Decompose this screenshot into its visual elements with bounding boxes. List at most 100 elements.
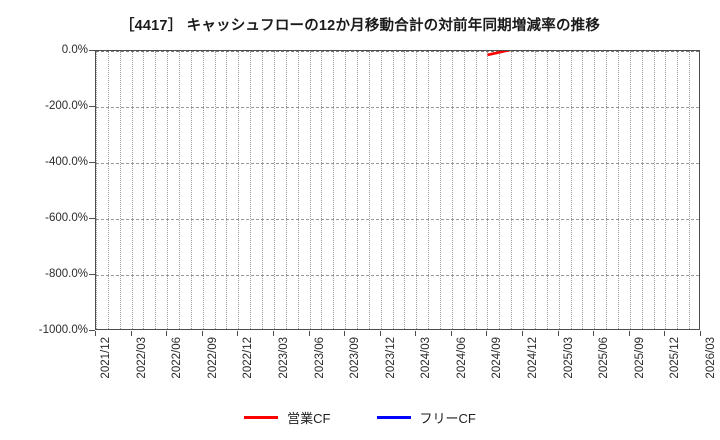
gridline-vertical — [190, 51, 192, 329]
x-axis-tick-label: 2023/09 — [349, 337, 362, 379]
gridline-vertical — [641, 51, 643, 329]
gridline-vertical — [653, 51, 655, 329]
x-axis-tick-mark — [201, 331, 203, 336]
legend-color-swatch — [244, 415, 279, 419]
gridline-vertical — [416, 51, 418, 329]
gridline-vertical — [499, 51, 501, 329]
gridline-vertical — [96, 51, 97, 329]
y-axis-tick-mark — [89, 106, 95, 107]
gridline-vertical — [689, 51, 691, 329]
chart-title: ［4417］ キャッシュフローの12か月移動合計の対前年同期増減率の推移 — [119, 18, 601, 34]
x-axis-tick-label: 2023/12 — [384, 337, 397, 379]
x-axis-tick-mark — [664, 331, 666, 336]
gridline-vertical — [119, 51, 121, 329]
gridline-vertical — [250, 51, 252, 329]
gridline-vertical — [380, 51, 382, 329]
gridline-vertical — [534, 51, 536, 329]
gridline-vertical — [629, 51, 631, 329]
gridline-vertical — [677, 51, 679, 329]
x-axis-tick-labels: 2021/12 2022/03 2022/06 2022/09 2022/12 2023/… — [95, 331, 717, 403]
gridline-vertical — [262, 51, 264, 329]
gridline-vertical — [463, 51, 465, 329]
gridline-vertical — [167, 51, 169, 329]
y-axis-tick-mark — [89, 50, 95, 51]
legend-color-swatch — [376, 415, 411, 419]
gridline-vertical — [285, 51, 287, 329]
gridline-vertical — [451, 51, 453, 329]
series-line-営業CF — [487, 51, 512, 57]
x-axis-tick-label: 2025/12 — [669, 337, 682, 379]
gridline-vertical — [440, 51, 442, 329]
gridline-vertical — [404, 51, 406, 329]
chart-legend: 営業CF フリーCF — [0, 404, 720, 430]
series-layer — [487, 51, 512, 57]
gridline-vertical — [226, 51, 228, 329]
gridline-horizontal — [96, 219, 699, 220]
gridline-vertical — [214, 51, 216, 329]
x-axis-tick-mark — [272, 331, 274, 336]
x-axis-tick-label: 2026/03 — [705, 337, 717, 379]
y-axis-tick-label: -400.0% — [45, 156, 88, 168]
x-axis-tick-mark — [450, 331, 452, 336]
gridline-vertical — [107, 51, 109, 329]
x-axis-tick-mark — [557, 331, 559, 336]
gridline-vertical — [523, 51, 525, 329]
gridline-horizontal — [96, 51, 699, 52]
legend-item[interactable]: 営業CF — [244, 408, 331, 427]
x-axis-tick-label: 2023/03 — [277, 337, 290, 379]
gridline-vertical — [155, 51, 157, 329]
x-axis-tick-label: 2021/12 — [100, 337, 112, 379]
gridline-vertical — [570, 51, 572, 329]
x-axis-tick-label: 2022/06 — [171, 337, 184, 379]
gridline-vertical — [345, 51, 347, 329]
y-axis-tick-labels: 0.0% -200.0% -400.0% -600.0% -800.0% -1000.0% — [0, 44, 88, 336]
gridline-vertical — [368, 51, 370, 329]
gridline-vertical — [617, 51, 619, 329]
x-axis-tick-label: 2024/12 — [527, 337, 540, 379]
y-axis-tick-label: -1000.0% — [38, 324, 88, 336]
x-axis-tick-label: 2024/03 — [420, 337, 433, 379]
x-axis-tick-label: 2025/06 — [598, 337, 611, 379]
x-axis-tick-label: 2024/09 — [491, 337, 504, 379]
y-axis-tick-mark — [89, 330, 95, 331]
gridline-vertical — [321, 51, 323, 329]
gridline-vertical — [511, 51, 513, 329]
x-axis-tick-mark — [130, 331, 132, 336]
y-axis-tick-mark — [89, 218, 95, 219]
y-axis-tick-mark — [89, 162, 95, 163]
gridline-vertical — [273, 51, 275, 329]
gridline-vertical — [487, 51, 489, 329]
x-axis-tick-label: 2022/12 — [242, 337, 255, 379]
x-axis-tick-mark — [166, 331, 168, 336]
x-axis-tick-mark — [344, 331, 346, 336]
x-axis-tick-mark — [308, 331, 310, 336]
gridline-vertical — [238, 51, 240, 329]
legend-label: フリーCF — [419, 410, 476, 426]
x-axis-tick-mark — [522, 331, 524, 336]
x-axis-tick-label: 2022/03 — [135, 337, 148, 379]
gridline-vertical — [665, 51, 667, 329]
gridline-vertical — [582, 51, 584, 329]
x-axis-tick-mark — [486, 331, 488, 336]
gridline-vertical — [356, 51, 358, 329]
gridline-vertical — [594, 51, 596, 329]
gridline-vertical — [309, 51, 311, 329]
gridline-horizontal — [96, 275, 699, 276]
x-axis-tick-mark — [237, 331, 239, 336]
gridline-vertical — [392, 51, 394, 329]
x-axis-tick-mark — [415, 331, 417, 336]
x-axis-tick-mark — [95, 331, 96, 336]
x-axis-tick-label: 2022/09 — [206, 337, 219, 379]
gridline-vertical — [428, 51, 430, 329]
x-axis-tick-mark — [700, 331, 701, 336]
gridline-vertical — [333, 51, 335, 329]
legend-item[interactable]: フリーCF — [376, 408, 476, 427]
x-axis-tick-label: 2024/06 — [455, 337, 468, 379]
x-axis-tick-mark — [628, 331, 630, 336]
gridline-horizontal — [96, 163, 699, 164]
x-axis-tick-mark — [379, 331, 381, 336]
x-axis-tick-label: 2025/03 — [562, 337, 575, 379]
gridline-vertical — [202, 51, 204, 329]
y-axis-tick-label: -200.0% — [45, 100, 88, 112]
